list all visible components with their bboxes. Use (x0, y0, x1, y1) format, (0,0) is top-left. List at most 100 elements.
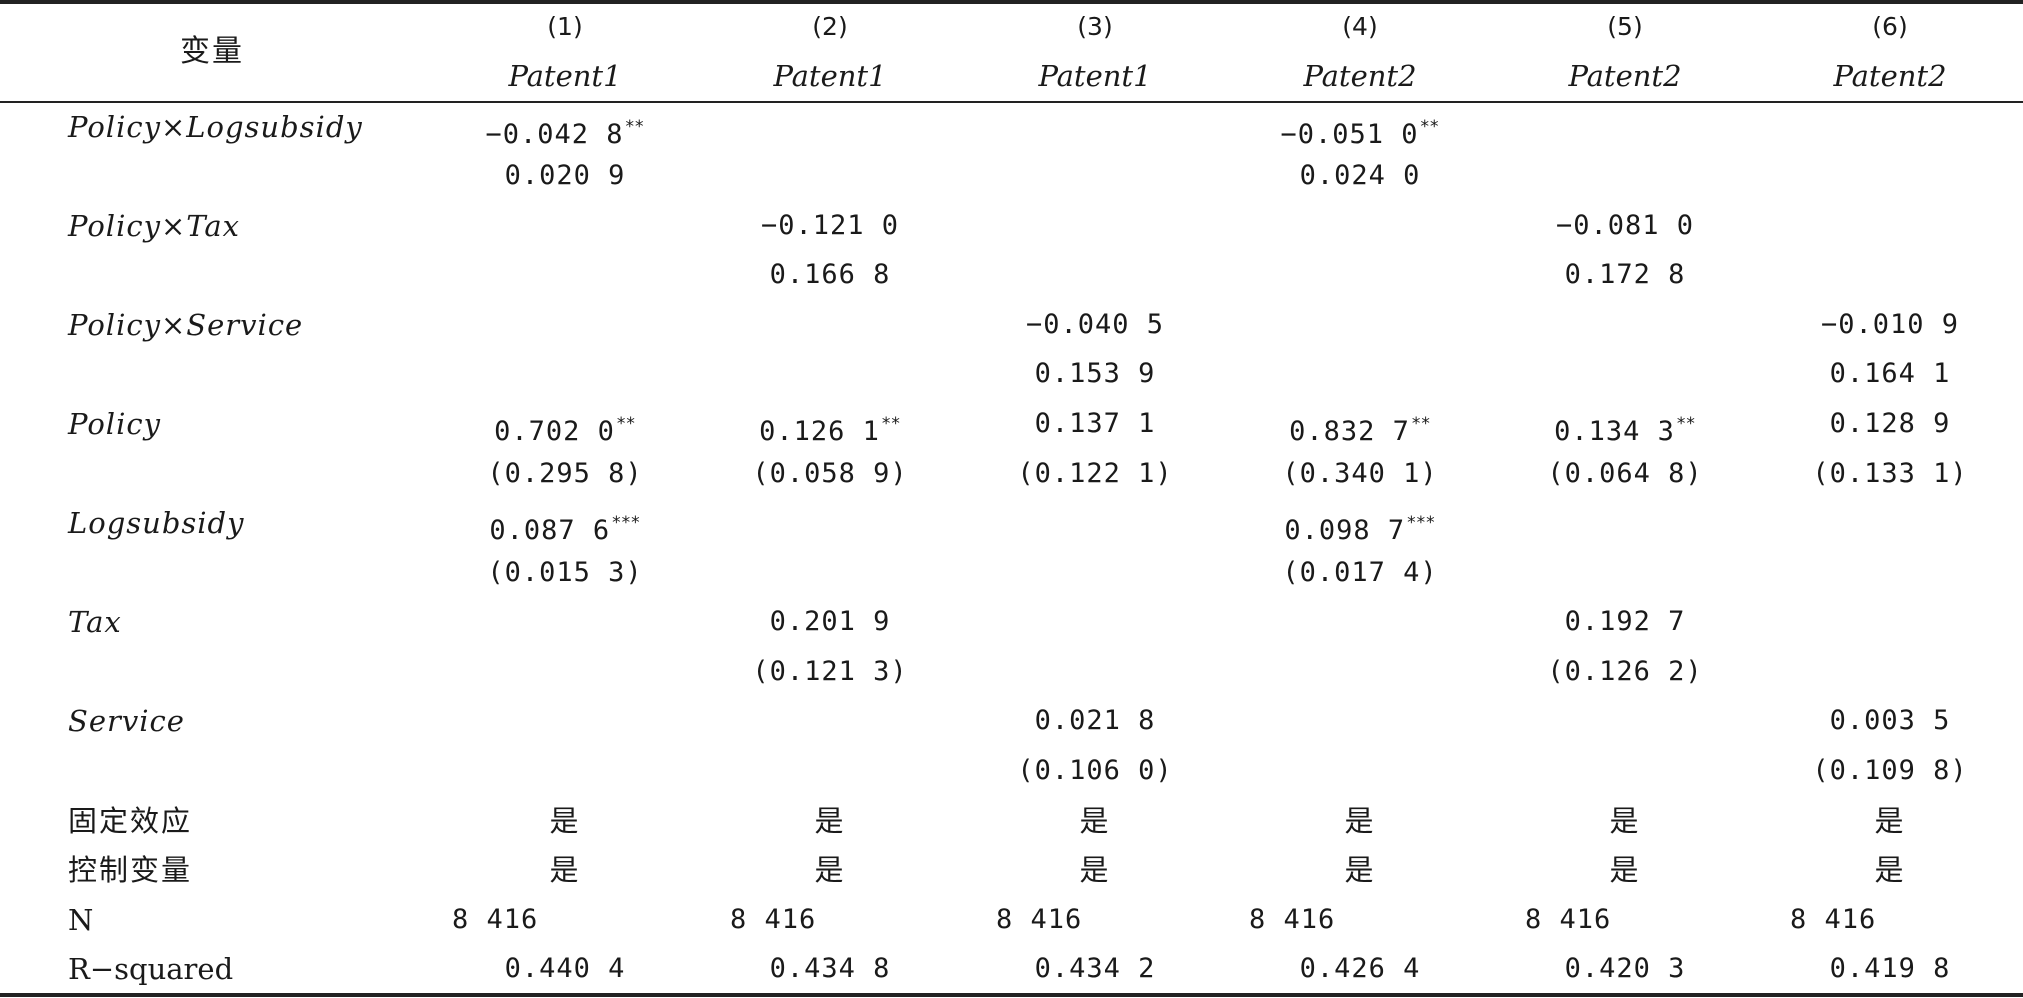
coef-cell: −0.010 9 (1820, 309, 1960, 340)
coef-cell: −0.042 8 ** (425, 108, 705, 150)
r2-cell: 0.420 3 (1564, 953, 1686, 984)
se-cell: (0.017 4) (1282, 557, 1438, 588)
table-top-rule (0, 0, 2023, 4)
se-cell: (0.109 8) (1812, 755, 1968, 786)
yes-cell: 是 (1609, 853, 1641, 887)
coef-cell: 0.021 8 (1034, 705, 1156, 736)
column-dependent-1: Patent1 (508, 59, 622, 93)
yes-cell: 是 (1874, 804, 1906, 838)
coef-cell: 0.134 3 ** (1485, 405, 1765, 447)
significance-stars: ** (1411, 414, 1431, 434)
coef-value: 0.098 7 (1284, 515, 1406, 546)
row-label-policy: Policy (68, 407, 161, 441)
n-cell: 8 416 (1790, 904, 1877, 935)
se-cell: 0.164 1 (1829, 358, 1951, 389)
r2-cell: 0.440 4 (504, 953, 626, 984)
yes-cell: 是 (814, 804, 846, 838)
row-label-service: Service (68, 704, 185, 738)
se-cell: (0.122 1) (1017, 458, 1173, 489)
significance-stars: ** (625, 117, 645, 137)
coef-value: 0.087 6 (489, 515, 611, 546)
coef-cell: −0.051 0 ** (1220, 108, 1500, 150)
variable-header: 变量 (180, 34, 244, 69)
column-number-5: (5) (1607, 12, 1643, 41)
se-cell: (0.064 8) (1547, 458, 1703, 489)
se-cell: (0.340 1) (1282, 458, 1438, 489)
row-label-tax: Tax (68, 605, 122, 639)
se-cell: 0.172 8 (1564, 259, 1686, 290)
column-dependent-5: Patent2 (1568, 59, 1682, 93)
significance-stars: *** (1407, 513, 1436, 533)
table-header-rule (0, 101, 2023, 103)
coef-cell: 0.192 7 (1564, 606, 1686, 637)
n-cell: 8 416 (996, 904, 1083, 935)
coef-cell: 0.128 9 (1829, 408, 1951, 439)
coef-cell: 0.098 7 *** (1220, 504, 1500, 546)
yes-cell: 是 (549, 853, 581, 887)
row-label-fixed-effects: 固定效应 (68, 804, 193, 838)
r2-cell: 0.434 2 (1034, 953, 1156, 984)
column-number-3: (3) (1077, 12, 1113, 41)
n-cell: 8 416 (1249, 904, 1336, 935)
column-number-1: (1) (547, 12, 583, 41)
coef-value: −0.042 8 (485, 119, 624, 150)
column-number-6: (6) (1872, 12, 1908, 41)
row-label-logsubsidy: Logsubsidy (68, 506, 245, 540)
row-label-control-variables: 控制变量 (68, 853, 193, 887)
row-label-r-squared: R−squared (68, 952, 234, 986)
se-cell: (0.058 9) (752, 458, 908, 489)
coef-value: 0.134 3 (1554, 416, 1675, 447)
coef-cell: −0.040 5 (1025, 309, 1165, 340)
column-dependent-3: Patent1 (1038, 59, 1152, 93)
significance-stars: ** (881, 414, 901, 434)
yes-cell: 是 (814, 853, 846, 887)
coef-cell: −0.081 0 (1555, 210, 1695, 241)
r2-cell: 0.419 8 (1829, 953, 1951, 984)
yes-cell: 是 (1344, 853, 1376, 887)
column-number-2: (2) (812, 12, 848, 41)
n-cell: 8 416 (730, 904, 817, 935)
se-cell: 0.166 8 (769, 259, 891, 290)
significance-stars: *** (612, 513, 641, 533)
yes-cell: 是 (1609, 804, 1641, 838)
coef-cell: 0.126 1 ** (690, 405, 970, 447)
coef-value: −0.051 0 (1280, 119, 1419, 150)
yes-cell: 是 (1874, 853, 1906, 887)
coef-cell: 0.003 5 (1829, 705, 1951, 736)
row-label-policy-x-logsubsidy: Policy×Logsubsidy (68, 110, 363, 144)
coef-value: 0.832 7 (1289, 416, 1410, 447)
se-cell: 0.020 9 (504, 160, 626, 191)
table-bottom-rule (0, 993, 2023, 997)
se-cell: (0.133 1) (1812, 458, 1968, 489)
significance-stars: ** (616, 414, 636, 434)
se-cell: (0.126 2) (1547, 656, 1703, 687)
significance-stars: ** (1420, 117, 1440, 137)
yes-cell: 是 (1344, 804, 1376, 838)
coef-value: 0.126 1 (759, 416, 880, 447)
r2-cell: 0.426 4 (1299, 953, 1421, 984)
coef-cell: 0.702 0 ** (425, 405, 705, 447)
r2-cell: 0.434 8 (769, 953, 891, 984)
coef-value: 0.702 0 (494, 416, 615, 447)
se-cell: (0.106 0) (1017, 755, 1173, 786)
coef-cell: 0.087 6 *** (425, 504, 705, 546)
se-cell: (0.015 3) (487, 557, 643, 588)
coef-cell: 0.201 9 (769, 606, 891, 637)
coef-cell: 0.137 1 (1034, 408, 1156, 439)
yes-cell: 是 (1079, 853, 1111, 887)
se-cell: (0.121 3) (752, 656, 908, 687)
column-dependent-6: Patent2 (1833, 59, 1947, 93)
se-cell: 0.153 9 (1034, 358, 1156, 389)
row-label-n: N (68, 903, 94, 937)
se-cell: (0.295 8) (487, 458, 643, 489)
coef-cell: 0.832 7 ** (1220, 405, 1500, 447)
column-dependent-4: Patent2 (1303, 59, 1417, 93)
yes-cell: 是 (549, 804, 581, 838)
n-cell: 8 416 (1525, 904, 1612, 935)
row-label-policy-x-service: Policy×Service (68, 308, 304, 342)
se-cell: 0.024 0 (1299, 160, 1421, 191)
n-cell: 8 416 (452, 904, 539, 935)
significance-stars: ** (1676, 414, 1696, 434)
row-label-policy-x-tax: Policy×Tax (68, 209, 241, 243)
